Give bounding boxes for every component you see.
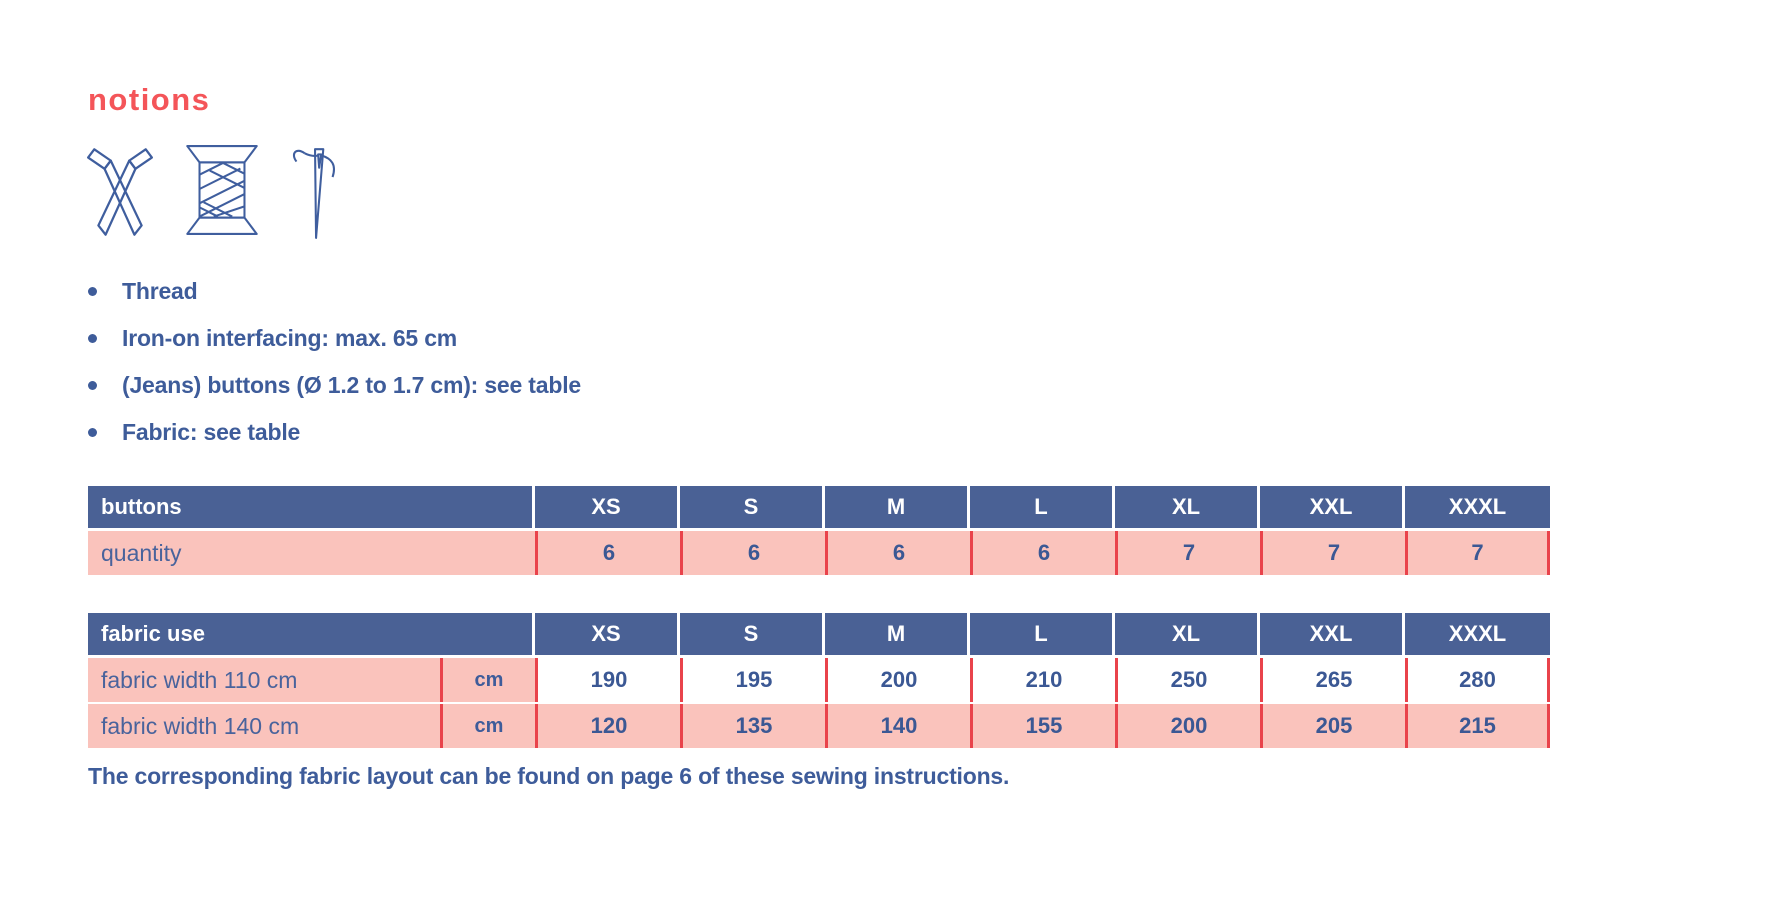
buttons-table-header: buttons XS S M L XL XXL XXXL [88, 486, 1550, 528]
header-cell: fabric use [88, 613, 535, 655]
table-cell: 205 [1260, 704, 1405, 748]
scissors-icon [84, 143, 156, 241]
needle-icon [288, 143, 340, 241]
header-cell: buttons [88, 486, 535, 528]
table-cell: 6 [535, 531, 680, 575]
header-cell: XXL [1260, 613, 1405, 655]
bullet-icon [88, 381, 97, 390]
header-cell: XXL [1260, 486, 1405, 528]
table-cell: 210 [970, 658, 1115, 702]
buttons-table: buttons XS S M L XL XXL XXXL quantity 6 … [88, 486, 1550, 577]
thread-spool-icon [184, 143, 260, 237]
table-cell: 7 [1405, 531, 1550, 575]
footer-note: The corresponding fabric layout can be f… [88, 763, 1010, 789]
bullet-icon [88, 287, 97, 296]
list-item-text: Thread [122, 278, 198, 304]
table-cell: 7 [1260, 531, 1405, 575]
table-cell: 7 [1115, 531, 1260, 575]
bullet-icon [88, 334, 97, 343]
notions-icons [84, 143, 340, 243]
list-item: (Jeans) buttons (Ø 1.2 to 1.7 cm): see t… [88, 362, 581, 409]
header-cell: L [970, 613, 1115, 655]
table-cell: 250 [1115, 658, 1260, 702]
table-cell: 265 [1260, 658, 1405, 702]
fabric-use-table: fabric use XS S M L XL XXL XXXL fabric w… [88, 613, 1550, 750]
table-cell: 280 [1405, 658, 1550, 702]
header-cell: XXXL [1448, 621, 1507, 646]
fabric-table-header: fabric use XS S M L XL XXL XXXL [88, 613, 1550, 655]
table-cell: 190 [535, 658, 680, 702]
unit-cell: cm [440, 704, 535, 748]
table-cell: 6 [970, 531, 1115, 575]
table-row: quantity 6 6 6 6 7 7 7 [88, 531, 1550, 575]
table-cell: 135 [680, 704, 825, 748]
list-item-text: Fabric: see table [122, 419, 301, 445]
unit-cell: cm [440, 658, 535, 702]
list-item-text: (Jeans) buttons (Ø 1.2 to 1.7 cm): see t… [122, 372, 581, 398]
page-title: notions [88, 82, 211, 117]
row-label: fabric width 140 cm [88, 704, 440, 748]
bullet-icon [88, 428, 97, 437]
header-cell: XL [1115, 613, 1260, 655]
header-cell: M [825, 613, 970, 655]
table-cell: 155 [970, 704, 1115, 748]
header-cell: L [970, 486, 1115, 528]
header-cell: XS [535, 486, 680, 528]
table-row: fabric width 110 cm cm 190 195 200 210 2… [88, 658, 1550, 702]
header-cell: S [680, 613, 825, 655]
list-item: Iron-on interfacing: max. 65 cm [88, 315, 581, 362]
table-cell: 120 [535, 704, 680, 748]
row-label: fabric width 110 cm [88, 658, 440, 702]
list-item: Fabric: see table [88, 409, 581, 456]
header-cell: XS [535, 613, 680, 655]
list-item: Thread [88, 268, 581, 315]
header-cell: S [680, 486, 825, 528]
table-cell: 195 [680, 658, 825, 702]
header-cell: XXXL [1448, 494, 1507, 519]
header-cell: XL [1115, 486, 1260, 528]
table-cell: 6 [680, 531, 825, 575]
table-row: fabric width 140 cm cm 120 135 140 155 2… [88, 704, 1550, 748]
list-item-text: Iron-on interfacing: max. 65 cm [122, 325, 458, 351]
table-cell: 200 [825, 658, 970, 702]
row-label: quantity [88, 531, 535, 575]
notions-list: Thread Iron-on interfacing: max. 65 cm (… [88, 268, 581, 456]
table-cell: 6 [825, 531, 970, 575]
table-cell: 200 [1115, 704, 1260, 748]
table-cell: 140 [825, 704, 970, 748]
header-cell: M [825, 486, 970, 528]
table-cell: 215 [1405, 704, 1550, 748]
